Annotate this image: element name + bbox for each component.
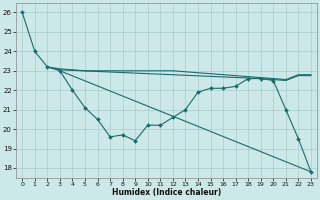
X-axis label: Humidex (Indice chaleur): Humidex (Indice chaleur)	[112, 188, 221, 197]
